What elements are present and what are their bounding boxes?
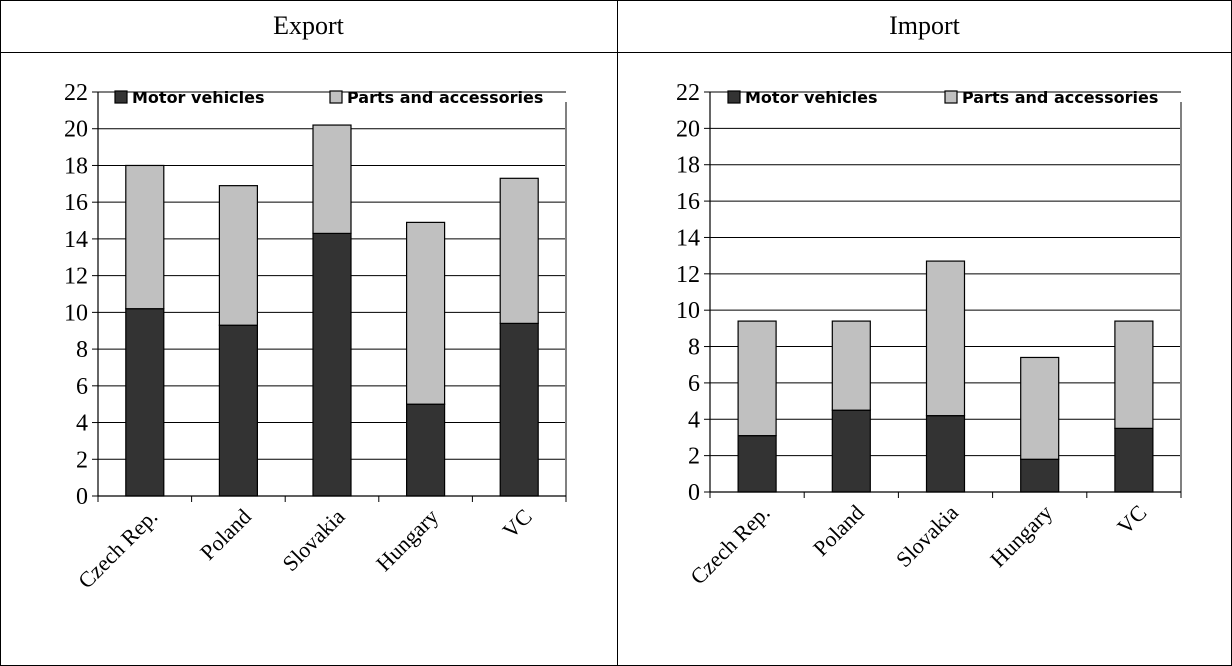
- y-tick-label: 14: [676, 225, 700, 251]
- y-tick-label: 6: [688, 371, 700, 397]
- y-tick-label: 12: [676, 262, 700, 288]
- bar-parts-and-accessories: [1020, 356, 1060, 460]
- y-tick-label: 8: [688, 335, 700, 361]
- legend-label: Parts and accessories: [962, 88, 1158, 107]
- header-divider: [0, 52, 1232, 53]
- bar-parts-and-accessories: [406, 221, 446, 405]
- y-tick-label: 18: [64, 153, 88, 179]
- x-category-label: VC: [497, 504, 536, 543]
- y-tick-label: 20: [64, 117, 88, 143]
- bar-parts-and-accessories: [499, 177, 539, 324]
- legend-swatch: [727, 90, 741, 104]
- bar-motor-vehicles: [737, 435, 777, 493]
- x-category-label: Slovakia: [891, 500, 963, 572]
- y-tick-label: 6: [76, 374, 88, 400]
- y-tick-label: 8: [76, 337, 88, 363]
- bar-motor-vehicles: [125, 308, 165, 497]
- y-tick-label: 12: [64, 264, 88, 290]
- x-category-label: Poland: [808, 500, 869, 561]
- column-divider: [617, 0, 618, 666]
- bar-parts-and-accessories: [925, 260, 966, 417]
- y-tick-label: 4: [76, 411, 88, 437]
- x-category-label: Czech Rep.: [73, 504, 162, 593]
- bar-parts-and-accessories: [831, 320, 871, 411]
- legend-label: Motor vehicles: [745, 88, 878, 107]
- legend-swatch: [944, 90, 958, 104]
- x-category-label: Czech Rep.: [685, 500, 774, 589]
- y-tick-label: 20: [676, 116, 700, 142]
- import-chart: 0 2 4 6 8 10 12 14 16 18 20 22 Czech Rep. Poland Slova…: [676, 80, 1182, 589]
- import-panel-title: Import: [889, 11, 960, 40]
- bar-motor-vehicles: [925, 415, 966, 493]
- bar-motor-vehicles: [218, 324, 258, 497]
- bar-parts-and-accessories: [125, 164, 165, 310]
- y-tick-label: 22: [676, 80, 700, 106]
- y-tick-label: 4: [688, 407, 700, 433]
- y-tick-label: 10: [64, 300, 88, 326]
- bar-motor-vehicles: [499, 322, 539, 497]
- bar-motor-vehicles: [312, 232, 352, 497]
- y-tick-label: 0: [688, 480, 700, 506]
- export-chart: 0 2 4 6 8 10 12 14 16 18 20 22 Czech Rep. Poland Slova…: [64, 80, 567, 593]
- y-tick-label: 0: [76, 484, 88, 510]
- legend-swatch: [114, 90, 128, 104]
- legend-swatch: [329, 90, 343, 104]
- y-tick-label: 2: [688, 444, 700, 470]
- legend-label: Motor vehicles: [132, 88, 265, 107]
- y-tick-label: 16: [676, 189, 700, 215]
- bar-motor-vehicles: [831, 409, 871, 493]
- y-tick-label: 2: [76, 447, 88, 473]
- bar-parts-and-accessories: [1114, 320, 1154, 429]
- y-tick-label: 18: [676, 153, 700, 179]
- x-category-label: Hungary: [985, 500, 1057, 572]
- export-panel-title: Export: [273, 11, 344, 40]
- bar-motor-vehicles: [406, 403, 446, 497]
- bar-parts-and-accessories: [312, 124, 352, 234]
- bar-motor-vehicles: [1114, 427, 1154, 493]
- y-tick-label: 14: [64, 227, 88, 253]
- bar-parts-and-accessories: [218, 185, 258, 326]
- y-tick-label: 10: [676, 298, 700, 324]
- x-category-label: Hungary: [371, 504, 443, 576]
- x-category-label: Slovakia: [277, 504, 349, 576]
- y-tick-label: 22: [64, 80, 88, 106]
- x-category-label: VC: [1112, 500, 1151, 539]
- bar-motor-vehicles: [1020, 458, 1060, 493]
- x-category-label: Poland: [195, 504, 256, 565]
- legend-label: Parts and accessories: [347, 88, 543, 107]
- bar-parts-and-accessories: [737, 320, 777, 437]
- y-tick-label: 16: [64, 190, 88, 216]
